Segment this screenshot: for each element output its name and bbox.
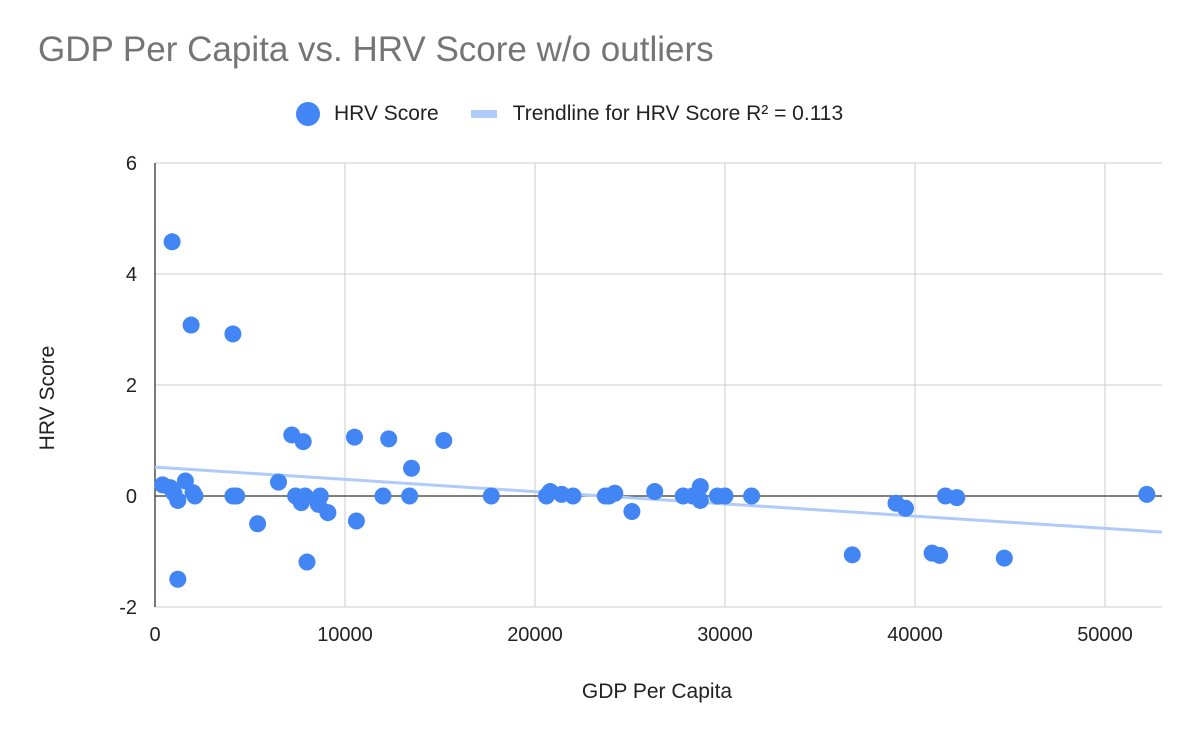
data-point xyxy=(374,487,392,505)
trendline xyxy=(154,465,1163,534)
data-point xyxy=(623,503,641,521)
data-point xyxy=(482,487,500,505)
data-point xyxy=(346,428,363,446)
legend-label-hrv-score: HRV Score xyxy=(334,102,439,125)
data-point xyxy=(716,487,734,505)
data-point xyxy=(564,487,582,505)
data-point xyxy=(224,325,242,343)
data-point xyxy=(897,499,914,517)
data-point xyxy=(843,546,861,564)
x-tick-label: 20000 xyxy=(507,624,563,646)
data-point xyxy=(169,491,187,509)
data-point xyxy=(182,316,200,334)
legend-marker-hrv-score xyxy=(296,102,320,126)
legend-marker-trendline xyxy=(470,110,497,118)
data-point xyxy=(294,433,312,451)
data-point xyxy=(401,487,419,505)
data-point xyxy=(163,233,181,251)
x-tick-label: 50000 xyxy=(1077,624,1133,646)
legend: HRV Score Trendline for HRV Score R² = 0… xyxy=(296,99,843,129)
data-point xyxy=(743,487,761,505)
data-point xyxy=(435,432,453,449)
data-point xyxy=(169,570,187,588)
y-axis-label: HRV Score xyxy=(36,345,59,451)
data-point xyxy=(296,487,314,505)
y-tick-label: -2 xyxy=(119,597,137,619)
data-point xyxy=(347,512,365,530)
x-axis-label: GDP Per Capita xyxy=(581,680,733,703)
data-point xyxy=(606,484,624,502)
chart-title: GDP Per Capita vs. HRV Score w/o outlier… xyxy=(38,30,714,69)
x-tick-label: 30000 xyxy=(697,624,753,646)
x-tick-label: 10000 xyxy=(317,624,373,646)
y-tick-label: 0 xyxy=(126,486,137,508)
y-tick-label: 4 xyxy=(126,264,137,286)
data-point xyxy=(1138,485,1156,503)
data-point xyxy=(948,489,966,507)
x-tick-label: 40000 xyxy=(887,624,943,646)
data-point xyxy=(646,483,664,501)
data-point xyxy=(691,491,709,509)
y-tick-label: 2 xyxy=(126,375,137,397)
data-point xyxy=(403,459,420,477)
data-point xyxy=(270,473,287,491)
data-point xyxy=(995,549,1013,567)
data-point xyxy=(931,546,949,564)
data-point xyxy=(186,487,204,505)
data-point xyxy=(380,430,398,448)
y-tick-label: 6 xyxy=(126,153,137,175)
data-point xyxy=(319,504,337,522)
data-point xyxy=(311,487,329,505)
data-point xyxy=(249,515,267,533)
data-point xyxy=(298,553,316,571)
x-tick-label: 0 xyxy=(149,624,160,646)
data-point xyxy=(691,478,709,496)
data-point xyxy=(228,487,246,505)
legend-label-trendline: Trendline for HRV Score R² = 0.113 xyxy=(512,102,844,125)
